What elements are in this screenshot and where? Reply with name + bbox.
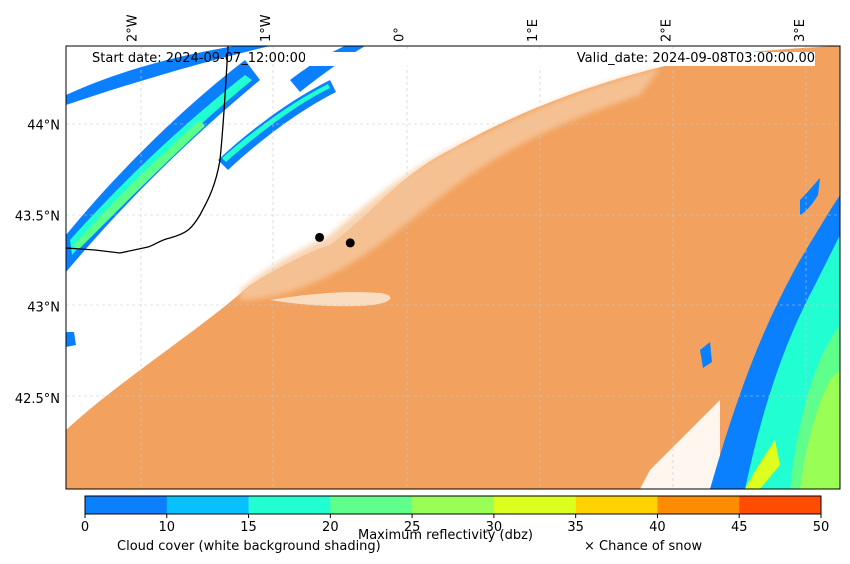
colorbar-segment-6	[493, 496, 577, 514]
x-tick-label-4: 1°E	[526, 19, 541, 42]
valid-date-label: Valid_date: 2024-09-08T03:00:00.00	[305, 52, 815, 66]
colorbar-tick-label-10: 50	[813, 520, 830, 535]
x-axis-ticks: 2°W 1°W 0° 1°E 2°E 3°E	[126, 14, 808, 42]
y-tick-label-1: 42.5°N	[15, 392, 60, 407]
colorbar-tick-label-7: 35	[567, 520, 584, 535]
observation-point-1	[315, 232, 325, 242]
y-tick-label-4: 44°N	[27, 118, 60, 133]
cloud-clearing-patch	[270, 292, 391, 307]
cloud-cover-shading	[66, 46, 840, 489]
x-tick-label-1: 2°W	[126, 14, 141, 42]
colorbar-label: Maximum reflectivity (dbz)	[358, 528, 533, 543]
reflectivity-cell-west	[66, 332, 76, 347]
snow-legend: × Chance of snow	[584, 539, 703, 554]
y-tick-label-2: 43°N	[27, 301, 60, 316]
start-date-label: Start date: 2024-09-07_12:00:00	[92, 51, 307, 66]
colorbar-segment-9	[739, 496, 822, 514]
cloud-clearing-south	[640, 400, 720, 489]
observation-point-2	[345, 238, 355, 248]
colorbar-tick-label-5: 25	[404, 520, 421, 535]
y-axis-ticks: 42.5°N 43°N 43.5°N 44°N	[15, 118, 60, 406]
colorbar-tick-label-1: 0	[81, 520, 89, 535]
colorbar-segment-4	[330, 496, 413, 514]
reflectivity-band-nw	[66, 60, 260, 272]
colorbar-frame	[84, 495, 822, 515]
gridlines	[66, 46, 840, 489]
colorbar-tick-label-9: 45	[731, 520, 748, 535]
x-tick-label-2: 1°W	[259, 14, 274, 42]
colorbar: 0 10 15 20 25 30 35 40 45 50	[81, 495, 830, 535]
reflectivity-band-nw2	[218, 80, 336, 170]
y-tick-label-3: 43.5°N	[15, 210, 60, 225]
map-area	[66, 46, 840, 489]
cloud-cover-fringe	[240, 68, 660, 300]
colorbar-segment-5	[412, 496, 495, 514]
colorbar-segment-8	[657, 496, 740, 514]
colorbar-segment-7	[575, 496, 658, 514]
colorbar-segment-1	[85, 496, 168, 514]
x-tick-label-3: 0°	[393, 27, 408, 42]
observation-points	[315, 232, 355, 248]
reflectivity-band-se	[700, 178, 840, 489]
coastline	[66, 46, 229, 254]
colorbar-tick-label-6: 30	[486, 520, 503, 535]
colorbar-tick-label-4: 20	[322, 520, 339, 535]
colorbar-tick-label-2: 10	[159, 520, 176, 535]
colorbar-tick-label-3: 15	[240, 520, 257, 535]
x-tick-label-6: 3°E	[793, 19, 808, 42]
x-tick-label-5: 2°E	[660, 19, 675, 42]
colorbar-tick-label-8: 40	[649, 520, 666, 535]
colorbar-segment-3	[248, 496, 331, 514]
colorbar-segment-2	[166, 496, 250, 514]
map-frame	[65, 45, 841, 490]
cloud-cover-legend: Cloud cover (white background shading)	[117, 539, 381, 554]
